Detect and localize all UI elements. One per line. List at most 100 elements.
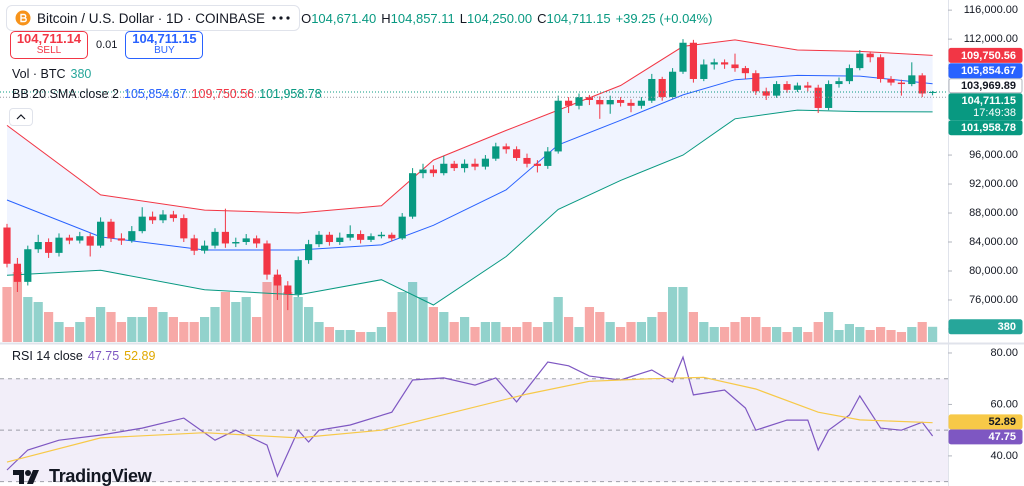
volume-bar [345,330,355,342]
volume-bar [480,322,490,342]
candle-body [637,100,645,106]
volume-bar [387,312,397,342]
ohlc-c-key: C [537,10,547,26]
brand-name: TradingView [49,466,152,486]
bb-line [6,74,933,251]
candle-body [138,216,146,232]
volume-legend-value: 380 [70,67,92,81]
volume-bar [907,327,917,342]
candle-body [450,163,458,169]
candle-body [357,234,365,240]
sell-button[interactable]: 104,711.14 SELL [10,31,88,59]
candle-body [34,242,42,250]
volume-bar [772,327,782,342]
symbol-box[interactable]: Bitcoin / U.S. Dollar · 1D · COINBASE [6,5,301,31]
y-tick-label: 116,000.00 [964,4,1018,16]
candle-body [773,84,781,96]
candle-body [887,78,895,83]
candle-body [471,163,479,167]
price-tag [948,429,1023,445]
volume-bar [876,327,886,342]
rsi-legend-value: 47.75 [87,349,120,363]
volume-bar [335,330,345,342]
candle-body [242,238,250,243]
ohlc-h-value: 104,857.11 [390,10,455,26]
buy-button[interactable]: 104,711.15 BUY [125,31,204,59]
ohlc-h-key: H [381,10,391,26]
collapse-button[interactable] [9,108,33,126]
y-tick-label: 112,000.00 [964,33,1018,45]
buy-label: BUY [154,45,175,56]
more-icon[interactable] [271,15,291,21]
volume-bar [761,327,771,342]
candle-body [627,102,635,106]
candle-body [86,236,94,246]
coin-icon [15,10,31,26]
volume-bar [33,302,43,342]
volume-bar [543,322,553,342]
volume-bar [616,327,626,342]
candle-body [211,231,219,246]
rsi-legend: RSI 14 close 47.75 52.89 [12,349,155,363]
volume-bar [23,297,33,342]
candle-body [409,173,417,217]
price-tag [948,47,1023,63]
volume-bar [460,317,470,342]
volume-bar [12,272,22,342]
y-tick-label: 92,000.00 [969,178,1018,190]
candle-body [325,234,333,243]
y-tick-label: 40.00 [990,450,1018,462]
rsi-legend-ma: 52.89 [124,349,156,363]
bb-fill-area [7,39,933,306]
candle-body [419,169,427,174]
candle-body [128,231,136,241]
candle-body [367,236,375,240]
candle-body [429,169,437,174]
volume-bar [532,327,542,342]
volume-bar [688,312,698,342]
volume-bar [512,327,522,342]
volume-bar [439,312,449,342]
ohlc-o-value: 104,671.40 [311,10,377,26]
volume-bar [803,332,813,342]
volume-bar [418,297,428,342]
candle-body [523,157,531,164]
candle-body [814,87,822,108]
volume-bar [96,307,106,342]
y-tick-label: 96,000.00 [969,149,1018,161]
volume-bar [231,302,241,342]
candle-body [263,243,271,275]
volume-bar [106,312,116,342]
volume-bar [85,317,95,342]
volume-bar [324,327,334,342]
candle-body [658,78,666,98]
candle-body [180,218,188,239]
bb-line [6,109,933,306]
price-tag-label: 47.75 [988,431,1016,443]
candle-body [55,237,63,253]
candle-body [596,99,604,105]
brand-logo: TradingView [13,466,152,486]
chevron-up [16,114,26,120]
rsi-legend-name: RSI 14 close [12,349,83,363]
y-tick-label: 80.00 [990,347,1018,359]
candle-body [689,42,697,79]
spread: 0.01 [96,39,118,51]
candle-body [908,75,916,85]
volume-bar [304,307,314,342]
volume-bar [730,322,740,342]
volume-bar [782,332,792,342]
volume-bar [855,327,865,342]
volume-bar [636,322,646,342]
candle-body [201,245,209,251]
volume-bar [886,330,896,342]
candle-body [918,75,926,94]
volume-bar [210,307,220,342]
candle-body [502,146,510,150]
buy-price: 104,711.15 [132,31,197,46]
candle-body [554,100,562,152]
y-tick-label: 76,000.00 [969,294,1018,306]
price-tag [948,319,1023,335]
collapse-row [9,108,33,126]
